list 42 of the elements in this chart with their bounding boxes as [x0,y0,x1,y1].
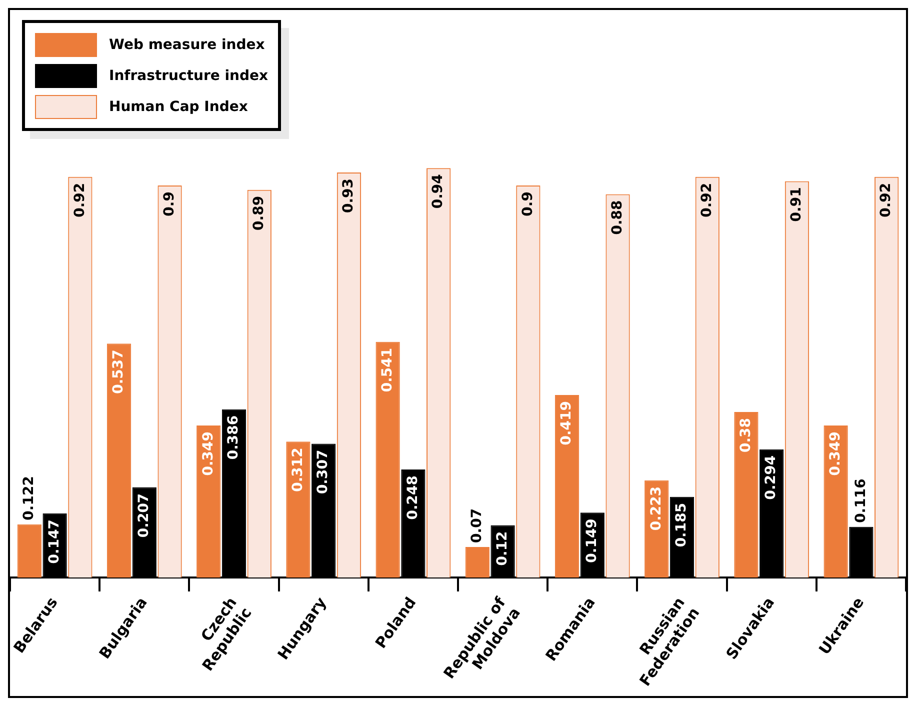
data-label: 0.9 [520,192,536,216]
data-label: 0.307 [315,450,332,494]
data-label: 0.94 [430,174,446,209]
data-label: 0.9 [161,192,178,216]
bar [376,342,400,578]
data-label: 0.207 [136,493,152,538]
data-label: 0.294 [763,455,780,500]
data-label: 0.89 [251,196,268,230]
bar [17,524,42,578]
data-label: 0.91 [788,187,805,222]
data-label: 0.07 [469,508,486,543]
data-label: 0.223 [648,486,664,531]
legend-label: Web measure index [109,36,265,52]
data-label: 0.93 [340,178,357,214]
data-label: 0.92 [72,182,88,218]
data-label: 0.386 [226,415,242,460]
bar [465,546,490,578]
data-label: 0.38 [738,418,754,453]
data-label: 0.122 [21,476,38,520]
data-label: 0.147 [46,519,62,564]
bar [734,412,758,578]
legend-label: Human Cap Index [109,98,248,114]
bar [554,394,580,578]
legend-label: Infrastructure index [109,68,268,84]
data-label: 0.92 [699,182,716,218]
data-label: 0.116 [852,478,869,523]
data-label: 0.541 [379,348,396,392]
data-label: 0.92 [878,182,894,218]
data-label: 0.88 [609,200,626,235]
data-label: 0.349 [200,431,216,476]
bar [286,442,310,578]
data-label: 0.185 [674,502,690,548]
bar [824,425,848,578]
data-label: 0.248 [404,475,421,520]
bar [196,425,221,578]
data-label: 0.537 [110,350,127,394]
data-label: 0.312 [290,448,306,492]
data-label: 0.149 [584,518,600,563]
data-label: 0.12 [494,531,510,566]
bar [106,344,132,578]
data-label: 0.349 [827,431,844,476]
data-label: 0.419 [558,400,575,446]
